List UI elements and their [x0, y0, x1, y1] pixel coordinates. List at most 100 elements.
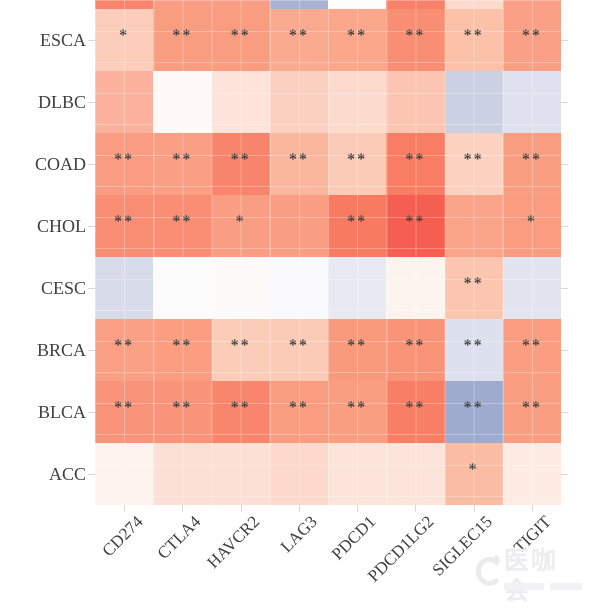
significance-stars: ** — [230, 337, 251, 354]
heatmap-cell-top-partial-TIGIT[interactable] — [502, 0, 561, 9]
heatmap-cell-BRCA-CD274[interactable]: ** — [95, 319, 154, 381]
heatmap-cell-BRCA-TIGIT[interactable]: ** — [502, 319, 561, 381]
y-axis-tick — [88, 164, 95, 165]
heatmap-cell-CESC-PDCD1LG2[interactable] — [386, 257, 445, 319]
heatmap-cell-ESCA-PDCD1LG2[interactable]: ** — [386, 9, 445, 71]
heatmap-cell-ESCA-CD274[interactable]: * — [95, 9, 154, 71]
x-axis-label-CD274: CD274 — [98, 512, 147, 561]
heatmap-cell-CESC-TIGIT[interactable] — [502, 257, 561, 319]
heatmap-cell-top-partial-PDCD1[interactable] — [328, 0, 387, 9]
heatmap-cell-BLCA-HAVCR2[interactable]: ** — [211, 381, 270, 443]
heatmap-cell-top-partial-LAG3[interactable] — [269, 0, 328, 9]
heatmap-cell-COAD-HAVCR2[interactable]: ** — [211, 133, 270, 195]
heatmap-cell-ACC-PDCD1LG2[interactable] — [386, 443, 445, 505]
heatmap-cell-CHOL-PDCD1[interactable]: ** — [328, 195, 387, 257]
heatmap-cell-DLBC-SIGLEC15[interactable] — [444, 71, 503, 133]
heatmap-cell-top-partial-CD274[interactable] — [95, 0, 154, 9]
heatmap-cell-BLCA-CD274[interactable]: ** — [95, 381, 154, 443]
y-axis-tick — [561, 164, 568, 165]
significance-stars: ** — [172, 399, 193, 416]
significance-stars: ** — [288, 151, 309, 168]
heatmap-cell-ESCA-CTLA4[interactable]: ** — [153, 9, 212, 71]
watermark-subtext — [504, 583, 582, 590]
heatmap-cell-ACC-PDCD1[interactable] — [328, 443, 387, 505]
heatmap-cell-top-partial-CTLA4[interactable] — [153, 0, 212, 9]
heatmap-cell-DLBC-PDCD1[interactable] — [328, 71, 387, 133]
heatmap-cell-COAD-SIGLEC15[interactable]: ** — [444, 133, 503, 195]
heatmap-cell-CHOL-PDCD1LG2[interactable]: ** — [386, 195, 445, 257]
significance-stars: ** — [521, 27, 542, 44]
y-axis-tick — [88, 474, 95, 475]
heatmap-cell-CESC-HAVCR2[interactable] — [211, 257, 270, 319]
heatmap-cell-ESCA-SIGLEC15[interactable]: ** — [444, 9, 503, 71]
heatmap-cell-CHOL-TIGIT[interactable]: * — [502, 195, 561, 257]
heatmap-cell-top-partial-PDCD1LG2[interactable] — [386, 0, 445, 9]
heatmap-cell-COAD-CTLA4[interactable]: ** — [153, 133, 212, 195]
heatmap-cell-top-partial-HAVCR2[interactable] — [211, 0, 270, 9]
heatmap-cell-DLBC-CTLA4[interactable] — [153, 71, 212, 133]
heatmap-cell-BLCA-PDCD1[interactable]: ** — [328, 381, 387, 443]
heatmap-cell-BRCA-CTLA4[interactable]: ** — [153, 319, 212, 381]
heatmap-cell-DLBC-LAG3[interactable] — [269, 71, 328, 133]
heatmap-cell-CESC-CTLA4[interactable] — [153, 257, 212, 319]
heatmap-cell-COAD-CD274[interactable]: ** — [95, 133, 154, 195]
heatmap-cell-CESC-LAG3[interactable] — [269, 257, 328, 319]
heatmap-cell-BLCA-SIGLEC15[interactable]: ** — [444, 381, 503, 443]
y-axis-label-BLCA: BLCA — [37, 402, 86, 422]
y-axis-label-BRCA: BRCA — [36, 340, 86, 360]
heatmap-cell-ACC-HAVCR2[interactable] — [211, 443, 270, 505]
heatmap-cell-ESCA-TIGIT[interactable]: ** — [502, 9, 561, 71]
heatmap-cell-ACC-LAG3[interactable] — [269, 443, 328, 505]
significance-stars: ** — [405, 337, 426, 354]
heatmap-cell-CHOL-CTLA4[interactable]: ** — [153, 195, 212, 257]
heatmap-cell-BLCA-LAG3[interactable]: ** — [269, 381, 328, 443]
heatmap-cell-top-partial-SIGLEC15[interactable] — [444, 0, 503, 9]
heatmap-cell-COAD-PDCD1[interactable]: ** — [328, 133, 387, 195]
heatmap-row-CHOL: ** ** * ** ** * — [95, 195, 561, 257]
heatmap-cell-BRCA-HAVCR2[interactable]: ** — [211, 319, 270, 381]
watermark: 医咖会 — [472, 547, 582, 605]
heatmap-cell-BRCA-PDCD1[interactable]: ** — [328, 319, 387, 381]
heatmap-cell-DLBC-HAVCR2[interactable] — [211, 71, 270, 133]
heatmap-cell-CESC-SIGLEC15[interactable]: ** — [444, 257, 503, 319]
heatmap-cell-ACC-TIGIT[interactable] — [502, 443, 561, 505]
x-axis-tick — [124, 505, 126, 512]
heatmap-cell-ESCA-HAVCR2[interactable]: ** — [211, 9, 270, 71]
heatmap-cell-BLCA-PDCD1LG2[interactable]: ** — [386, 381, 445, 443]
heatmap-cell-ESCA-PDCD1[interactable]: ** — [328, 9, 387, 71]
heatmap-cell-ACC-CTLA4[interactable] — [153, 443, 212, 505]
significance-stars: ** — [230, 27, 251, 44]
significance-stars: ** — [347, 337, 368, 354]
significance-stars: ** — [405, 151, 426, 168]
heatmap-cell-DLBC-PDCD1LG2[interactable] — [386, 71, 445, 133]
heatmap-cell-CHOL-SIGLEC15[interactable] — [444, 195, 503, 257]
heatmap-cell-CESC-CD274[interactable] — [95, 257, 154, 319]
heatmap-cell-CHOL-LAG3[interactable] — [269, 195, 328, 257]
heatmap-row-BRCA: ** ** ** ** ** ** ** ** — [95, 319, 561, 381]
significance-stars: ** — [405, 399, 426, 416]
heatmap-cell-DLBC-TIGIT[interactable] — [502, 71, 561, 133]
heatmap-cell-ACC-SIGLEC15[interactable]: * — [444, 443, 503, 505]
heatmap-cell-ACC-CD274[interactable] — [95, 443, 154, 505]
heatmap-cell-BRCA-LAG3[interactable]: ** — [269, 319, 328, 381]
heatmap-cell-CESC-PDCD1[interactable] — [328, 257, 387, 319]
significance-stars: ** — [463, 399, 484, 416]
heatmap-cell-BLCA-TIGIT[interactable]: ** — [502, 381, 561, 443]
heatmap-cell-CHOL-HAVCR2[interactable]: * — [211, 195, 270, 257]
significance-stars: * — [235, 213, 246, 230]
heatmap-cell-ESCA-LAG3[interactable]: ** — [269, 9, 328, 71]
heatmap-cell-COAD-PDCD1LG2[interactable]: ** — [386, 133, 445, 195]
heatmap-cell-BLCA-CTLA4[interactable]: ** — [153, 381, 212, 443]
significance-stars: ** — [405, 27, 426, 44]
heatmap-cell-BRCA-PDCD1LG2[interactable]: ** — [386, 319, 445, 381]
heatmap-cell-CHOL-CD274[interactable]: ** — [95, 195, 154, 257]
heatmap-row-ESCA: * ** ** ** ** ** ** ** — [95, 9, 561, 71]
heatmap-cell-BRCA-SIGLEC15[interactable]: ** — [444, 319, 503, 381]
heatmap-cell-DLBC-CD274[interactable] — [95, 71, 154, 133]
significance-stars: ** — [347, 27, 368, 44]
watermark-subtext-bar — [550, 583, 582, 590]
heatmap-row-ACC: * — [95, 443, 561, 505]
heatmap-cell-COAD-TIGIT[interactable]: ** — [502, 133, 561, 195]
significance-stars: ** — [463, 275, 484, 292]
heatmap-cell-COAD-LAG3[interactable]: ** — [269, 133, 328, 195]
